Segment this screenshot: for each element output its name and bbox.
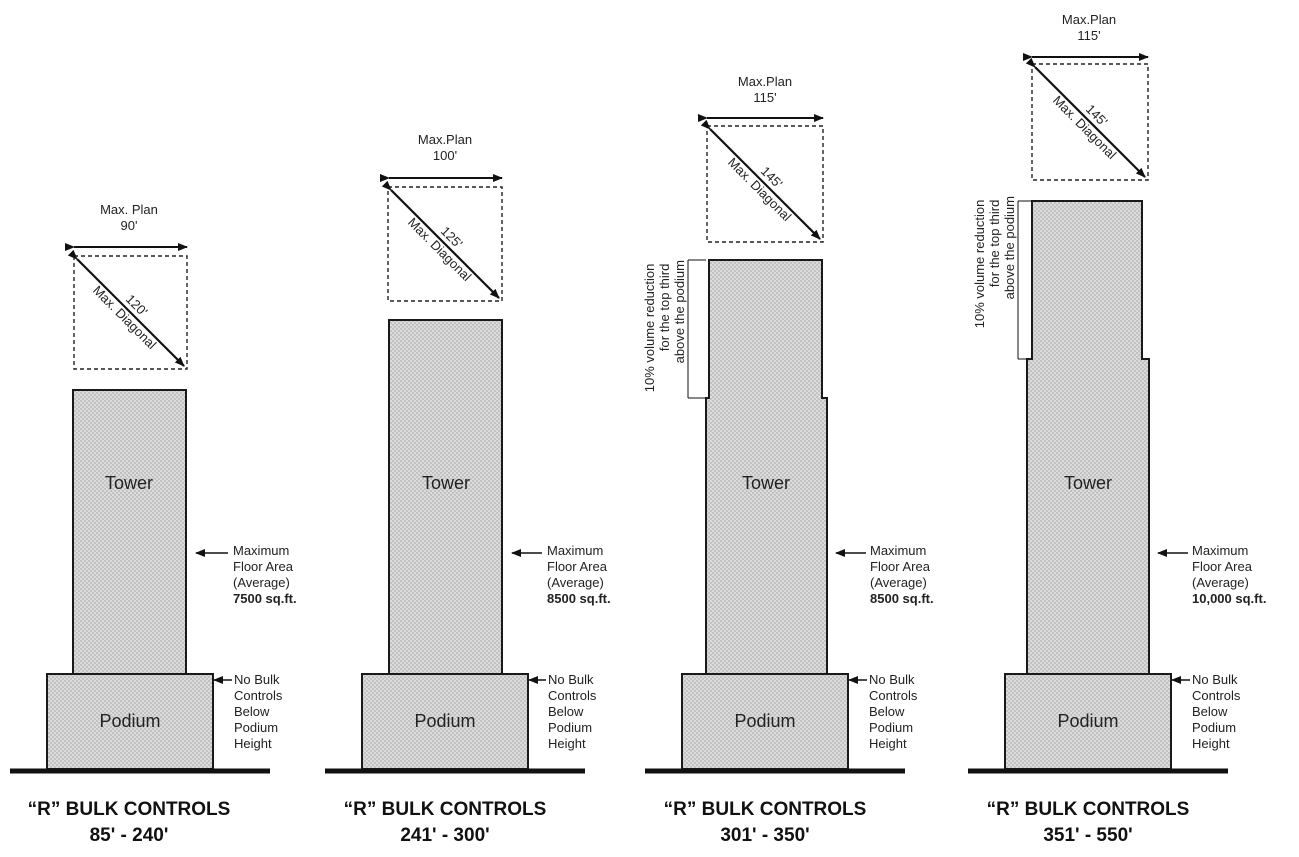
no-bulk-line-4: Podium xyxy=(869,720,913,735)
podium-block xyxy=(1004,673,1172,770)
no-bulk-line-2: Controls xyxy=(234,688,283,703)
svg-text:No Bulk Controls B: No Bulk Controls Below Podium Height xyxy=(869,672,921,751)
no-bulk-line-1: No Bulk xyxy=(869,672,915,687)
no-bulk-line-4: Podium xyxy=(548,720,592,735)
tower-block xyxy=(388,319,503,675)
plan-dimension: 100' xyxy=(433,148,457,163)
caption-range: 85' - 240' xyxy=(90,825,169,846)
podium-block xyxy=(46,673,214,770)
tower-label: Tower xyxy=(105,473,153,493)
podium-label: Podium xyxy=(414,711,475,731)
no-bulk-line-5: Height xyxy=(869,736,907,751)
floor-area-line-2: Floor Area xyxy=(233,559,294,574)
tower-label: Tower xyxy=(1064,473,1112,493)
reduction-line-3: above the podium xyxy=(672,260,687,363)
max-diagonal-label: Max. Diagonal xyxy=(725,155,794,224)
reduction-line-3: above the podium xyxy=(1002,196,1017,299)
svg-text:Maximum Floor Area: Maximum Floor Area (Average) xyxy=(1192,543,1256,590)
podium-block xyxy=(361,673,529,770)
plan-dimension: 90' xyxy=(121,218,138,233)
podium-label: Podium xyxy=(734,711,795,731)
no-bulk-line-1: No Bulk xyxy=(1192,672,1238,687)
panel-3: Max.Plan 115' 145' Max. Diagonal Tower 1… xyxy=(642,74,934,846)
caption-title: “R” BULK CONTROLS xyxy=(28,799,231,820)
no-bulk-line-3: Below xyxy=(234,704,270,719)
svg-text:10% volume reduction f: 10% volume reduction for the top third a… xyxy=(972,196,1017,328)
no-bulk-line-1: No Bulk xyxy=(234,672,280,687)
floor-area-line-1: Maximum xyxy=(870,543,926,558)
no-bulk-line-3: Below xyxy=(1192,704,1228,719)
reduction-line-2: for the top third xyxy=(987,200,1002,287)
no-bulk-line-5: Height xyxy=(234,736,272,751)
floor-area-line-1: Maximum xyxy=(547,543,603,558)
tower-label: Tower xyxy=(422,473,470,493)
floor-area-line-1: Maximum xyxy=(1192,543,1248,558)
no-bulk-line-2: Controls xyxy=(548,688,597,703)
caption-range: 241' - 300' xyxy=(400,825,489,846)
svg-text:No Bulk Controls B: No Bulk Controls Below Podium Height xyxy=(548,672,600,751)
caption-range: 351' - 550' xyxy=(1043,825,1132,846)
max-plan-label: Max. Plan xyxy=(100,202,158,217)
reduction-line-1: 10% volume reduction xyxy=(972,200,987,329)
podium-label: Podium xyxy=(1057,711,1118,731)
floor-area-value: 8500 sq.ft. xyxy=(870,591,934,606)
diagonal-arrow xyxy=(381,180,500,299)
floor-area-line-2: Floor Area xyxy=(1192,559,1253,574)
floor-area-line-3: (Average) xyxy=(1192,575,1249,590)
floor-area-line-3: (Average) xyxy=(547,575,604,590)
no-bulk-line-4: Podium xyxy=(234,720,278,735)
svg-text:10% volume reduction f: 10% volume reduction for the top third a… xyxy=(642,260,687,392)
floor-area-line-3: (Average) xyxy=(870,575,927,590)
max-diagonal-label: Max. Diagonal xyxy=(405,215,474,284)
diagonal-arrow xyxy=(700,119,821,240)
svg-text:Maximum Floor Area: Maximum Floor Area (Average) xyxy=(547,543,611,590)
no-bulk-line-3: Below xyxy=(869,704,905,719)
tower-block xyxy=(1026,200,1150,675)
svg-text:No Bulk Controls B: No Bulk Controls Below Podium Height xyxy=(1192,672,1244,751)
floor-area-line-2: Floor Area xyxy=(547,559,608,574)
diagonal-arrow xyxy=(67,249,185,367)
svg-text:Maximum Floor Area: Maximum Floor Area (Average) xyxy=(870,543,934,590)
floor-area-line-2: Floor Area xyxy=(870,559,931,574)
reduction-line-1: 10% volume reduction xyxy=(642,264,657,393)
no-bulk-line-4: Podium xyxy=(1192,720,1236,735)
diagonal-arrow xyxy=(1025,57,1146,178)
svg-text:No Bulk Controls B: No Bulk Controls Below Podium Height xyxy=(234,672,286,751)
floor-area-line-3: (Average) xyxy=(233,575,290,590)
no-bulk-line-2: Controls xyxy=(869,688,918,703)
podium-block xyxy=(681,673,849,770)
tower-block xyxy=(705,259,828,675)
floor-area-line-1: Maximum xyxy=(233,543,289,558)
max-diagonal-label: Max. Diagonal xyxy=(90,283,159,352)
reduction-line-2: for the top third xyxy=(657,264,672,351)
floor-area-value: 10,000 sq.ft. xyxy=(1192,591,1266,606)
panel-2: Max.Plan 100' 125' Max. Diagonal Tower P… xyxy=(325,132,611,846)
no-bulk-line-1: No Bulk xyxy=(548,672,594,687)
floor-area-value: 8500 sq.ft. xyxy=(547,591,611,606)
podium-label: Podium xyxy=(99,711,160,731)
svg-text:Maximum Floor Area: Maximum Floor Area (Average) xyxy=(233,543,297,590)
floor-area-value: 7500 sq.ft. xyxy=(233,591,297,606)
no-bulk-line-2: Controls xyxy=(1192,688,1241,703)
tower-block xyxy=(72,389,187,675)
no-bulk-line-3: Below xyxy=(548,704,584,719)
caption-title: “R” BULK CONTROLS xyxy=(987,799,1190,820)
panel-1: Max. Plan 90' 120' Max. Diagonal Tower P… xyxy=(10,202,297,846)
max-plan-label: Max.Plan xyxy=(738,74,792,89)
plan-dimension: 115' xyxy=(753,90,776,105)
no-bulk-line-5: Height xyxy=(548,736,586,751)
panel-4: Max.Plan 115' 145' Max. Diagonal Tower 1… xyxy=(968,12,1266,846)
no-bulk-line-5: Height xyxy=(1192,736,1230,751)
caption-title: “R” BULK CONTROLS xyxy=(664,799,867,820)
max-plan-label: Max.Plan xyxy=(1062,12,1116,27)
max-diagonal-label: Max. Diagonal xyxy=(1050,93,1119,162)
caption-title: “R” BULK CONTROLS xyxy=(344,799,547,820)
max-plan-label: Max.Plan xyxy=(418,132,472,147)
plan-dimension: 115' xyxy=(1077,28,1100,43)
caption-range: 301' - 350' xyxy=(720,825,809,846)
tower-label: Tower xyxy=(742,473,790,493)
